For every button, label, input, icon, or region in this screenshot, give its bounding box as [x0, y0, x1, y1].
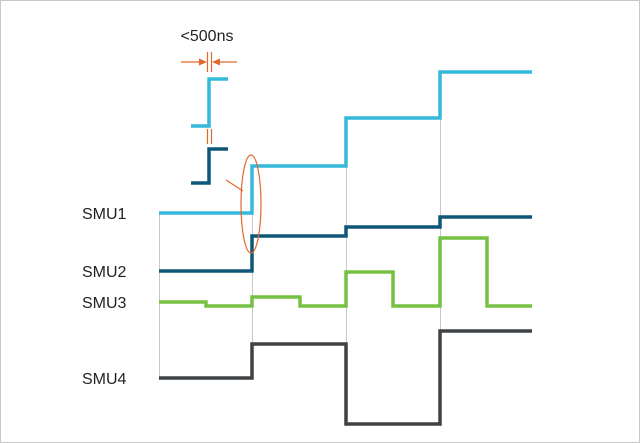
inset-smu2-edge [191, 147, 228, 185]
smu2-waveform [159, 215, 532, 273]
smu1-waveform [159, 70, 532, 215]
inset-smu1-edge [191, 77, 228, 128]
arrow-right-head [212, 58, 220, 66]
arrow-left-head [199, 58, 207, 66]
smu4-label: SMU4 [82, 371, 127, 388]
smu3-label: SMU3 [82, 295, 127, 312]
timing-annotation-marks [181, 52, 237, 144]
smu1-label: SMU1 [82, 206, 127, 223]
smu4-waveform [159, 329, 532, 426]
timing-annotation-label: <500ns [181, 28, 234, 45]
smu2-label: SMU2 [82, 264, 127, 281]
highlight-leader-line [225, 179, 244, 192]
smu3-waveform [159, 236, 532, 308]
edge-highlight-ellipse [240, 154, 262, 254]
